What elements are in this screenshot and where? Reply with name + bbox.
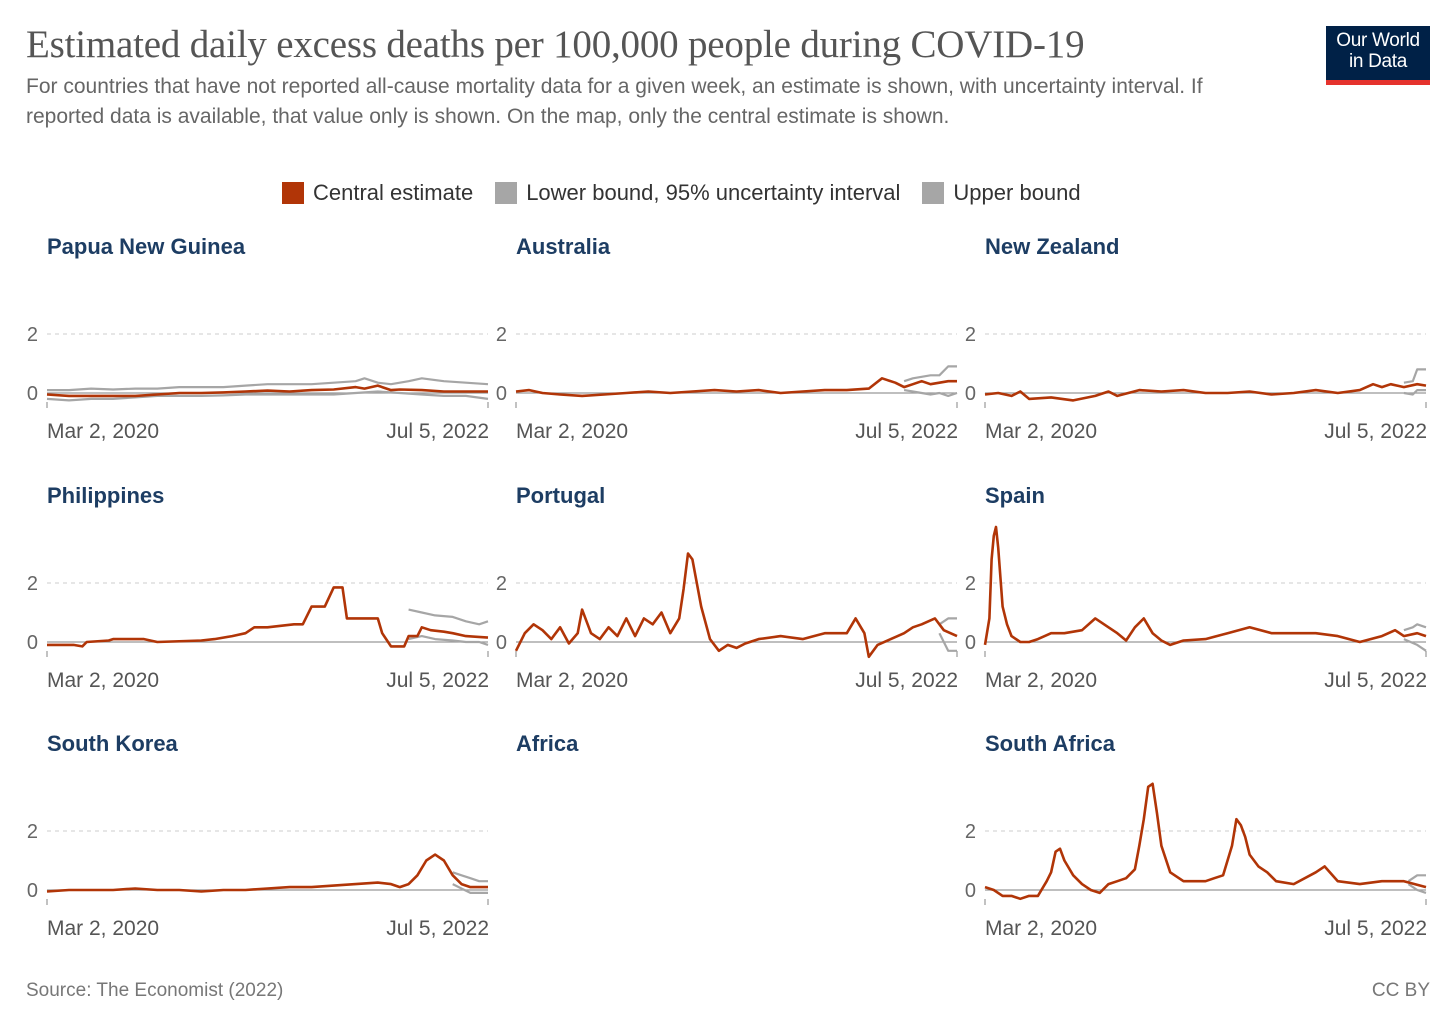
panel-chart: 0 2 Mar 2, 2020 Jul 5, 2022: [27, 324, 489, 443]
y-tick-label: 0: [965, 632, 976, 654]
x-tick-label-end: Jul 5, 2022: [386, 917, 489, 940]
series-line-lower-bound: [903, 389, 958, 397]
x-tick-label-start: Mar 2, 2020: [985, 669, 1097, 692]
series-line-lower-bound: [408, 635, 489, 646]
series-line-lower-bound: [46, 390, 489, 402]
series-line-upper-bound: [938, 617, 957, 626]
panel-chart: 0 2 Mar 2, 2020 Jul 5, 2022: [27, 821, 489, 940]
owid-logo[interactable]: Our World in Data: [1326, 26, 1430, 85]
panel-australia: Australia 0 2 Mar 2, 2020 Jul 5, 2022: [495, 232, 958, 462]
y-tick-label: 2: [965, 821, 976, 843]
series-line-lower-bound: [1403, 389, 1426, 396]
legend-swatch-upper: [922, 182, 945, 204]
series-line-central-estimate: [514, 552, 958, 659]
series-line-upper-bound: [903, 365, 957, 383]
series-line-central-estimate: [984, 382, 1427, 402]
panel-new-zealand: New Zealand 0 2 Mar 2, 2020 Jul 5, 2022: [964, 232, 1427, 462]
y-tick-label: 2: [27, 573, 38, 595]
y-tick-label: 0: [27, 383, 38, 405]
series-line-central-estimate: [46, 384, 488, 398]
y-tick-label: 2: [965, 324, 976, 346]
legend-label-lower: Lower bound, 95% uncertainty interval: [526, 180, 901, 205]
series-line-lower-bound: [1403, 638, 1427, 652]
series-line-upper-bound: [47, 377, 489, 392]
x-tick-label-end: Jul 5, 2022: [386, 420, 489, 443]
x-tick-label-start: Mar 2, 2020: [985, 917, 1097, 940]
panel-title: South Korea: [47, 731, 178, 756]
series-line-lower-bound: [938, 632, 957, 652]
x-tick-label-start: Mar 2, 2020: [516, 669, 628, 692]
license-note[interactable]: CC BY: [1371, 980, 1430, 1001]
panel-chart: 0 2 Mar 2, 2020 Jul 5, 2022: [496, 552, 958, 692]
y-tick-label: 2: [27, 324, 38, 346]
legend-swatch-central: [282, 182, 304, 204]
y-tick-label: 0: [27, 880, 38, 902]
panel-title: Portugal: [516, 483, 606, 508]
x-tick-label-end: Jul 5, 2022: [386, 669, 489, 692]
panel-philippines: Philippines 0 2 Mar 2, 2020 Jul 5, 2022: [26, 481, 489, 711]
x-tick-label-end: Jul 5, 2022: [1324, 917, 1427, 940]
panel-chart: 0 2 Mar 2, 2020 Jul 5, 2022: [27, 573, 489, 692]
panel-africa: Africa: [495, 729, 955, 959]
source-note[interactable]: Source: The Economist (2022): [26, 980, 284, 1001]
y-tick-label: 2: [496, 573, 507, 595]
panel-title: New Zealand: [985, 234, 1120, 259]
panel-title: South Africa: [985, 731, 1115, 756]
panel-chart: 0 2 Mar 2, 2020 Jul 5, 2022: [965, 525, 1427, 692]
legend-item-central[interactable]: Central estimate: [282, 180, 473, 206]
panel-title: Africa: [516, 731, 579, 756]
legend-item-lower[interactable]: Lower bound, 95% uncertainty interval: [495, 180, 900, 206]
series-line-central-estimate: [515, 377, 957, 398]
y-tick-label: 0: [496, 632, 507, 654]
series-line-upper-bound: [1403, 623, 1427, 632]
panel-chart: 0 2 Mar 2, 2020 Jul 5, 2022: [965, 782, 1427, 940]
x-tick-label-start: Mar 2, 2020: [516, 420, 628, 443]
series-line-central-estimate: [47, 586, 489, 648]
panel-title: Spain: [985, 483, 1045, 508]
legend-label-central: Central estimate: [313, 180, 474, 205]
x-tick-label-end: Jul 5, 2022: [1324, 420, 1427, 443]
panel-south-africa: South Africa 0 2 Mar 2, 2020 Jul 5, 2022: [964, 729, 1427, 959]
y-tick-label: 2: [965, 573, 976, 595]
y-tick-label: 0: [965, 880, 976, 902]
panel-papua-new-guinea: Papua New Guinea 0 2 Mar 2, 2020 Jul 5, 202…: [26, 232, 489, 462]
series-line-upper-bound: [1407, 874, 1426, 883]
chart-subtitle: For countries that have not reported all…: [26, 75, 1203, 128]
legend: Central estimate Lower bound, 95% uncert…: [282, 178, 1103, 208]
x-tick-label-start: Mar 2, 2020: [47, 420, 159, 443]
y-tick-label: 0: [965, 383, 976, 405]
series-line-upper-bound: [452, 871, 488, 883]
y-tick-label: 2: [496, 324, 507, 346]
panel-portugal: Portugal 0 2 Mar 2, 2020 Jul 5, 2022: [495, 481, 958, 711]
legend-swatch-lower: [495, 182, 518, 204]
logo-line-1: Our World: [1336, 30, 1420, 51]
x-tick-label-start: Mar 2, 2020: [47, 669, 159, 692]
series-line-central-estimate: [46, 853, 488, 893]
series-line-central-estimate: [984, 782, 1427, 901]
x-tick-label-end: Jul 5, 2022: [855, 669, 958, 692]
series-line-lower-bound: [452, 883, 488, 894]
x-tick-label-end: Jul 5, 2022: [855, 420, 958, 443]
y-tick-label: 0: [496, 383, 507, 405]
x-tick-label-start: Mar 2, 2020: [47, 917, 159, 940]
x-tick-label-end: Jul 5, 2022: [1324, 669, 1427, 692]
panel-title: Philippines: [47, 483, 165, 508]
chart-title: Estimated daily excess deaths per 100,00…: [26, 23, 1085, 66]
panel-chart: 0 2 Mar 2, 2020 Jul 5, 2022: [496, 324, 958, 443]
panel-title: Papua New Guinea: [47, 234, 246, 259]
panel-chart: 0 2 Mar 2, 2020 Jul 5, 2022: [965, 324, 1427, 443]
series-line-upper-bound: [1403, 368, 1426, 384]
series-line-upper-bound: [408, 608, 489, 626]
legend-item-upper[interactable]: Upper bound: [922, 180, 1081, 206]
panel-title: Australia: [516, 234, 611, 259]
logo-line-2: in Data: [1348, 51, 1408, 72]
panel-spain: Spain 0 2 Mar 2, 2020 Jul 5, 2022: [964, 481, 1427, 711]
x-tick-label-start: Mar 2, 2020: [985, 420, 1097, 443]
y-tick-label: 2: [27, 821, 38, 843]
series-line-lower-bound: [1407, 883, 1427, 894]
y-tick-label: 0: [27, 632, 38, 654]
panel-south-korea: South Korea 0 2 Mar 2, 2020 Jul 5, 2022: [26, 729, 489, 959]
series-line-central-estimate: [983, 525, 1427, 647]
legend-label-upper: Upper bound: [953, 180, 1081, 205]
